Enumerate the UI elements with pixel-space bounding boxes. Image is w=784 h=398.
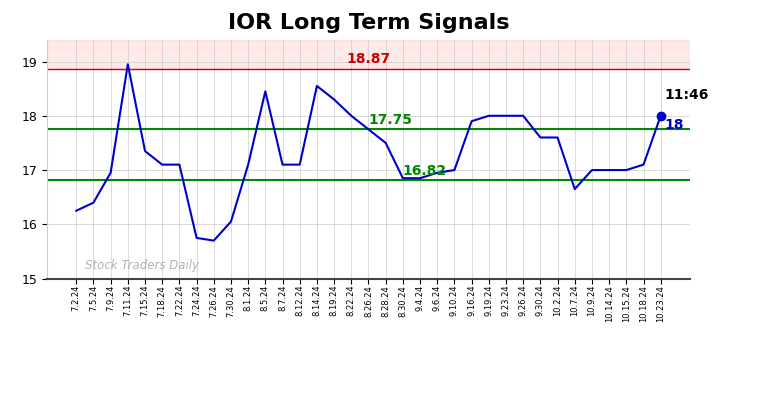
Text: 11:46: 11:46 bbox=[664, 88, 709, 102]
Text: 18: 18 bbox=[664, 119, 684, 133]
Text: Stock Traders Daily: Stock Traders Daily bbox=[85, 259, 199, 272]
Text: 18.87: 18.87 bbox=[347, 53, 390, 66]
Text: 17.75: 17.75 bbox=[368, 113, 412, 127]
Text: 16.82: 16.82 bbox=[403, 164, 447, 178]
Bar bbox=[47, 40, 690, 68]
Title: IOR Long Term Signals: IOR Long Term Signals bbox=[227, 13, 510, 33]
